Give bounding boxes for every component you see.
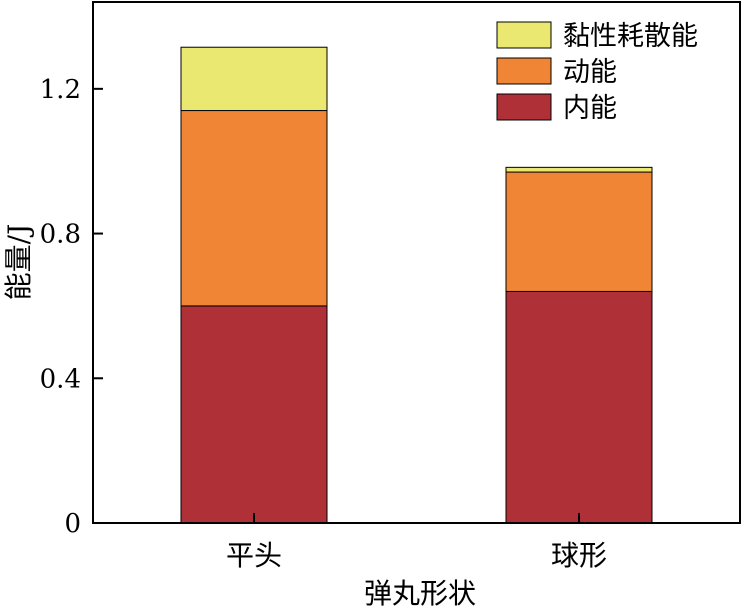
y-axis-title: 能量/J: [2, 224, 35, 301]
legend-swatch: [496, 57, 552, 85]
y-tick-label: 1.2: [40, 75, 81, 105]
legend-label: 内能: [563, 93, 617, 124]
y-tick-label: 0.8: [40, 220, 81, 250]
bar-segment-2-1: [505, 290, 653, 524]
x-axis-title: 弹丸形状: [364, 577, 476, 610]
y-axis-ticks: 0 0.4 0.8 1.2: [40, 75, 103, 539]
bars-layer: [180, 46, 653, 524]
y-tick-label: 0: [64, 509, 81, 539]
x-axis-category-labels: 平头 球形: [226, 513, 607, 572]
bar-segment-1-2: [180, 110, 328, 307]
legend-label: 黏性耗散能: [563, 21, 698, 52]
bar-segment-1-1: [180, 305, 328, 524]
x-category-label: 球形: [551, 539, 607, 572]
plot-frame: [92, 1, 741, 524]
legend-label: 动能: [563, 57, 617, 88]
bar-segment-2-2: [505, 171, 653, 292]
bar-segment-1-3: [180, 46, 328, 112]
legend-swatch: [496, 21, 552, 49]
y-tick-label: 0.4: [40, 364, 81, 394]
bar-segment-2-3: [505, 166, 653, 173]
legend-swatch: [496, 93, 552, 121]
x-category-label: 平头: [226, 539, 282, 572]
